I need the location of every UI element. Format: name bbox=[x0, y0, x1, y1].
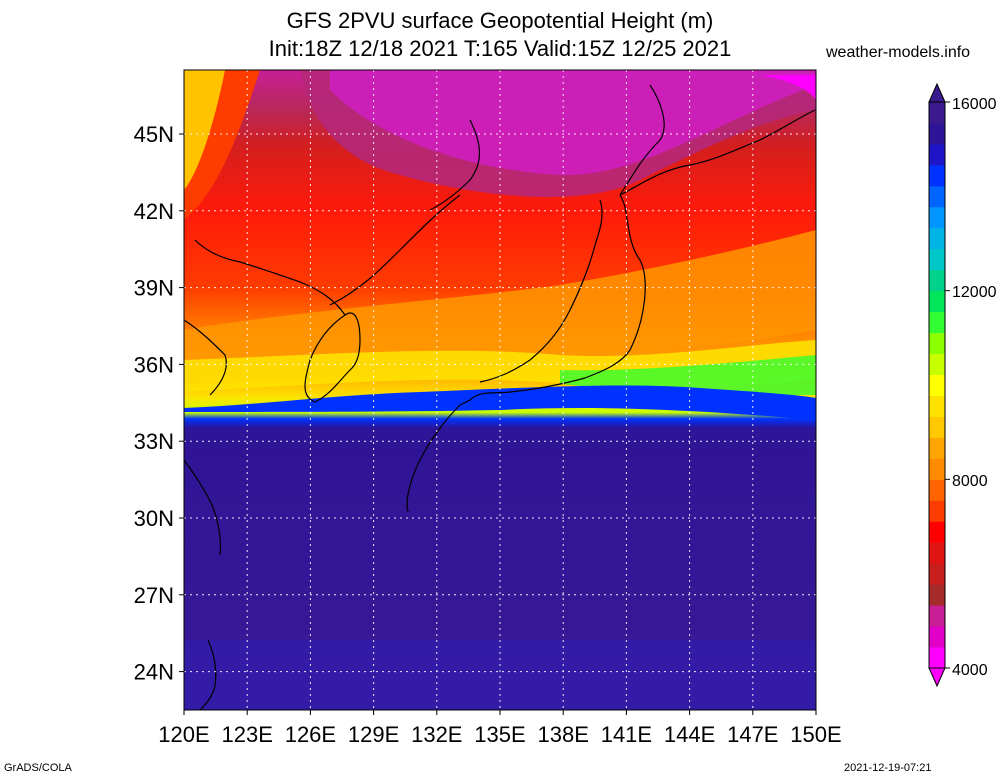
colorbar-swatch bbox=[929, 353, 945, 376]
map-field bbox=[184, 70, 816, 710]
hokkaido-coast bbox=[619, 109, 816, 196]
lon-label: 138E bbox=[538, 722, 589, 747]
colorbar-label-8000: 8000 bbox=[952, 473, 988, 490]
lon-label: 126E bbox=[285, 722, 336, 747]
colorbar-label-12000: 12000 bbox=[952, 284, 997, 301]
lat-label: 27N bbox=[134, 583, 174, 608]
colorbar-swatch bbox=[929, 500, 945, 522]
colorbar-swatch bbox=[929, 584, 945, 606]
taiwan-coast bbox=[199, 639, 217, 710]
map-title: GFS 2PVU surface Geopotential Height (m) bbox=[286, 8, 714, 33]
colorbar-labels: 16000 12000 8000 4000 bbox=[952, 96, 997, 679]
lon-label: 120E bbox=[158, 722, 209, 747]
lon-label: 135E bbox=[474, 722, 525, 747]
colorbar-swatch bbox=[929, 626, 945, 648]
colorbar-swatch bbox=[929, 542, 945, 564]
colorbar-swatch bbox=[929, 647, 945, 669]
lon-label: 129E bbox=[348, 722, 399, 747]
colorbar-swatch bbox=[929, 185, 945, 208]
lat-label: 30N bbox=[134, 506, 174, 531]
colorbar-swatch bbox=[929, 269, 945, 292]
footer-timestamp: 2021-12-19-07:21 bbox=[844, 762, 932, 774]
colorbar-swatch bbox=[929, 521, 945, 543]
colorbar-swatch bbox=[929, 395, 945, 417]
lon-label: 147E bbox=[727, 722, 778, 747]
colorbar-swatch bbox=[929, 248, 945, 271]
colorbar-min-arrow bbox=[928, 667, 946, 688]
mainland-coast bbox=[329, 194, 461, 306]
colorbar-swatch bbox=[929, 479, 945, 501]
colorbar-swatch bbox=[929, 458, 945, 480]
colorbar-swatch bbox=[929, 122, 945, 145]
lat-label: 42N bbox=[134, 199, 174, 224]
latitude-labels: 45N 42N 39N 36N 33N 30N 27N 24N bbox=[134, 122, 184, 685]
lon-label: 144E bbox=[664, 722, 715, 747]
colorbar-swatch bbox=[929, 206, 945, 229]
lon-label: 150E bbox=[790, 722, 841, 747]
colorbar-swatch bbox=[929, 374, 945, 396]
coastlines bbox=[184, 84, 816, 710]
colorbar-frame bbox=[928, 101, 946, 669]
footer-credit: GrADS/COLA bbox=[4, 762, 72, 774]
colorbar bbox=[928, 82, 950, 688]
colorbar-swatch bbox=[929, 563, 945, 585]
lat-label: 33N bbox=[134, 429, 174, 454]
map-subtitle: Init:18Z 12/18 2021 T:165 Valid:15Z 12/2… bbox=[268, 36, 732, 61]
site-credit: weather-models.info bbox=[826, 44, 971, 61]
colorbar-max-arrow bbox=[928, 82, 946, 103]
honshu-coast bbox=[459, 194, 646, 406]
lat-label: 24N bbox=[134, 660, 174, 685]
lon-label: 141E bbox=[601, 722, 652, 747]
lat-label: 45N bbox=[134, 122, 174, 147]
colorbar-swatch bbox=[929, 143, 945, 166]
lon-label: 123E bbox=[222, 722, 273, 747]
colorbar-swatch bbox=[929, 437, 945, 459]
colorbar-swatch bbox=[929, 290, 945, 313]
colorbar-swatch bbox=[929, 227, 945, 250]
colorbar-label-4000: 4000 bbox=[952, 662, 988, 679]
lat-label: 39N bbox=[134, 276, 174, 301]
korea-coast bbox=[304, 312, 361, 403]
colorbar-swatch bbox=[929, 164, 945, 187]
kyushu-coast bbox=[406, 404, 461, 513]
colorbar-swatch bbox=[929, 416, 945, 438]
lon-label: 132E bbox=[411, 722, 462, 747]
lat-label: 36N bbox=[134, 352, 174, 377]
colorbar-label-16000: 16000 bbox=[952, 96, 997, 113]
colorbar-swatch bbox=[929, 311, 945, 334]
colorbar-swatch bbox=[929, 332, 945, 355]
colorbar-swatch bbox=[929, 605, 945, 627]
longitude-labels: 120E 123E 126E 129E 132E 135E 138E 141E 144E 147E… bbox=[158, 710, 842, 747]
colorbar-swatch bbox=[929, 102, 945, 124]
gridlines bbox=[184, 70, 816, 710]
